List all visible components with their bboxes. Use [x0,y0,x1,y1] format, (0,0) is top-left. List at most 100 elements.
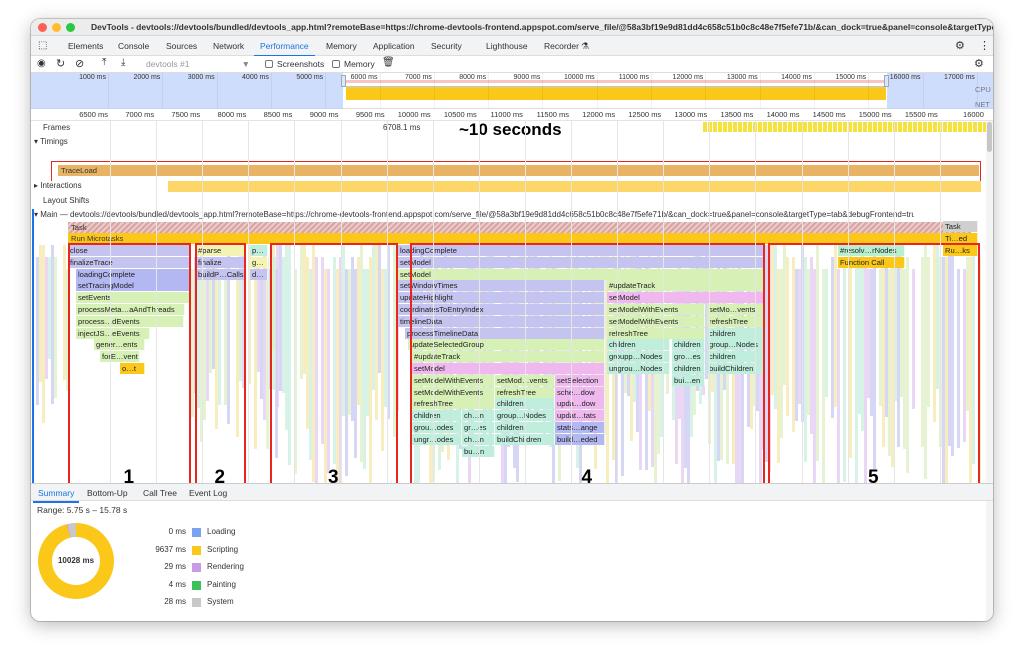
flame-entry[interactable]: setModelWithEvents [607,315,705,327]
tab-event-log[interactable]: Event Log [189,488,228,498]
flame-entry[interactable]: injectJS…eEvents [76,327,150,339]
memory-checkbox[interactable] [332,60,340,68]
settings-gear-icon[interactable]: ⚙ [955,40,965,52]
screenshots-checkbox[interactable] [265,60,273,68]
tab-network[interactable]: Network [213,41,245,51]
flame-entry[interactable]: Ti…ed [943,233,978,245]
timings-expand-arrow[interactable]: ▾ Timings [34,137,68,146]
flame-entry[interactable]: setModel [412,363,605,374]
tab-console[interactable]: Console [118,41,150,51]
summary-scrollbar[interactable] [986,501,993,621]
flame-entry[interactable]: groupp…Nodes [607,351,670,363]
overview-tick-line [813,73,815,109]
interactions-bar[interactable] [168,181,981,192]
minimize-window-button[interactable] [52,23,61,32]
flame-scrollbar[interactable] [986,121,993,483]
flame-entry[interactable]: bu…n [462,445,495,457]
tab-lighthouse[interactable]: Lighthouse [486,41,528,51]
flame-entry[interactable]: children [672,363,705,374]
flame-entry[interactable]: gr…es [462,422,495,433]
flame-texture-stripe [215,257,218,430]
close-window-button[interactable] [38,23,47,32]
flame-texture-stripe [957,269,960,448]
flame-entry[interactable]: setSelection [555,374,605,386]
tab-application[interactable]: Application [373,41,415,51]
tab-security[interactable]: Security [431,41,462,51]
selection-right-handle[interactable] [884,75,889,87]
traceload-timing[interactable]: TraceLoad [58,165,979,176]
tab-performance[interactable]: Performance [254,41,315,57]
flame-entry[interactable]: ch…n [462,410,495,422]
tab-bottom-up[interactable]: Bottom-Up [87,488,128,498]
flame-entry[interactable]: d… [250,268,268,280]
flame-entry[interactable]: g… [250,256,268,268]
flame-texture-stripe [777,269,780,464]
flame-entry[interactable]: o…t [120,363,145,374]
overview-tick-label: 15000 ms [835,74,867,81]
tab-call-tree[interactable]: Call Tree [143,488,178,498]
flame-entry[interactable]: setModelWithEvents [607,304,705,315]
reload-record-icon[interactable]: ↻ [56,58,66,70]
flame-entry[interactable]: updateSelectedGroup [408,339,605,351]
flame-texture-stripe [312,245,315,483]
timeline-overview[interactable]: CPU NET 1000 ms 2000 ms 3000 ms 4000 ms 5000… [31,73,993,109]
flame-entry[interactable]: upda…dow [555,398,605,410]
flame-entry[interactable]: Ru…ks [943,245,978,256]
profile-select[interactable]: devtools #1 ▼ [146,59,250,69]
main-expand-arrow[interactable]: ▾ Main — devtools://devtools/bundled/dev… [34,210,914,219]
flame-entry[interactable]: ch…n [462,433,495,445]
flame-entry[interactable]: children [672,339,705,351]
flame-entry[interactable]: #resolv…rNodes [838,245,905,256]
tab-elements[interactable]: Elements [68,41,104,51]
flame-entry[interactable]: setWindowTimes [398,280,605,292]
ruler-tick-label: 14000 ms [766,110,800,119]
flame-entry[interactable]: p… [250,245,268,256]
flame-texture-stripe [209,257,212,374]
flame-entry[interactable]: gener…ents [94,339,145,351]
run-microtasks-bar[interactable]: Run Microtasks [68,233,971,244]
flame-entry[interactable]: stats…ange [555,422,605,433]
tab-recorder[interactable]: Recorder [544,41,579,51]
flame-entry[interactable]: sche…dow [555,386,605,398]
flame-entry[interactable]: #updateTrack [412,351,605,363]
flame-entry[interactable]: setModelWithEvents [412,374,495,386]
flame-entry[interactable]: process…dEvents [76,315,184,327]
flame-entry[interactable]: bui…en [672,374,705,386]
tab-memory[interactable]: Memory [326,41,357,51]
capture-settings-icon[interactable]: ⚙ [974,58,984,70]
tab-summary[interactable]: Summary [32,488,80,503]
flame-texture-stripe [227,245,230,424]
flame-chart-area[interactable]: Frames 6708.1 ms ~10 seconds ▾ Timings T… [31,121,986,483]
flame-entry[interactable]: Task [943,221,978,233]
inspect-element-icon[interactable]: ⬚ [38,40,48,51]
flame-entry[interactable]: updateHighlight [398,292,605,304]
flame-entry[interactable]: setModelWithEvents [412,386,495,398]
flame-entry[interactable]: gro…es [672,351,705,363]
selection-left-handle[interactable] [341,75,346,87]
interactions-expand-arrow[interactable]: ▸ Interactions [34,181,82,190]
tab-sources[interactable]: Sources [166,41,198,51]
record-icon[interactable]: ◉ [37,58,46,69]
zoom-window-button[interactable] [66,23,75,32]
flame-entry[interactable]: updat…tats [555,410,605,422]
flame-texture-stripe [945,257,948,483]
more-options-icon[interactable]: ⋮ [979,40,990,52]
trash-icon[interactable]: 🗑 [382,57,395,68]
clear-icon[interactable]: ⊘ [75,58,85,70]
legend-swatch [192,528,201,537]
flame-entry[interactable]: processMeta…aAndThreads [76,304,185,315]
flame-entry[interactable]: Function Call [838,256,905,268]
flame-entry[interactable]: processTimelineData [405,327,605,339]
flame-entry[interactable]: forE…vent [100,351,140,363]
flame-entry[interactable]: coordinatesToEntryIndex [398,304,605,315]
upload-icon[interactable]: ⤒ [102,57,107,68]
flame-entry[interactable]: children [412,410,462,422]
flame-entry[interactable]: ungrou…Nodes [607,363,670,374]
flame-entry[interactable]: build…eded [555,433,605,445]
task-bar[interactable]: Task [68,222,971,233]
flame-scrollbar-thumb[interactable] [987,122,992,152]
flame-entry[interactable]: children [607,339,670,351]
download-icon[interactable]: ⤓ [121,57,126,68]
flame-entry[interactable]: timelineData [398,315,605,327]
flame-entry[interactable]: refreshTree [607,327,705,339]
